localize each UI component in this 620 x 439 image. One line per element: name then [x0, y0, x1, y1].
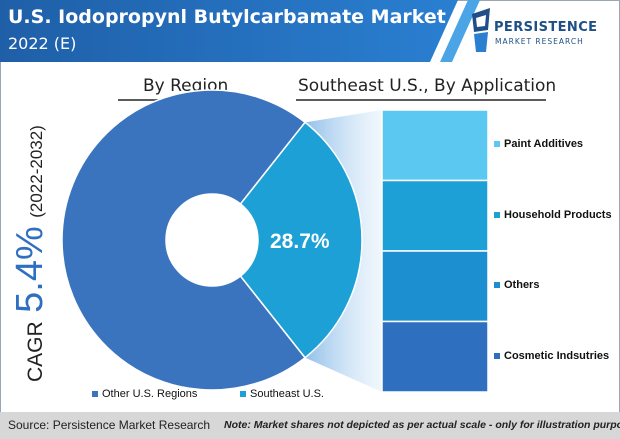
legend-swatch	[240, 391, 246, 397]
legend-label: Cosmetic Indsutries	[504, 349, 610, 362]
page-title: U.S. Iodopropynl Butylcarbamate Market	[8, 6, 446, 28]
application-chart-title: Southeast U.S., By Application	[298, 76, 557, 96]
logo-mark-icon	[472, 8, 490, 52]
region-legend-item: Southeast U.S.	[240, 388, 324, 400]
application-legend-item: Cosmetic Indsutries	[494, 350, 609, 362]
bar-segment-paint-additives	[381, 109, 489, 182]
legend-swatch	[494, 211, 500, 218]
cagr-prefix: CAGR	[24, 321, 47, 382]
cagr-callout: CAGR 5.4% (2022-2032)	[9, 125, 51, 382]
legend-label: Others	[504, 279, 540, 292]
slice-other-us-regions	[61, 89, 307, 391]
disclaimer-note: Note: Market shares not depicted as per …	[224, 419, 620, 431]
slice-southeast-us	[239, 121, 363, 359]
bar-segment-household-products	[381, 179, 489, 252]
bar-segment-others	[381, 250, 489, 323]
bar-segment-cosmetic-indsutries	[381, 320, 489, 393]
logo-name-line2: MARKET RESEARCH	[495, 37, 584, 46]
application-legend-item: Others	[494, 279, 539, 291]
southeast-share-label: 28.7%	[270, 230, 330, 253]
source-text: Source: Persistence Market Research	[8, 418, 211, 432]
legend-swatch	[92, 391, 98, 397]
legend-swatch	[494, 282, 500, 289]
footer-bar: Source: Persistence Market Research Note…	[0, 412, 620, 439]
header-banner	[0, 0, 480, 62]
page-subtitle-year: 2022 (E)	[8, 34, 77, 53]
application-legend-item: Paint Additives	[494, 138, 583, 150]
legend-label: Household Products	[504, 208, 612, 221]
legend-swatch	[494, 141, 500, 148]
application-legend-item: Household Products	[494, 209, 612, 221]
region-legend-item: Other U.S. Regions	[92, 388, 197, 400]
cagr-value: 5.4%	[9, 226, 51, 313]
logo-name-line1: PERSISTENCE	[494, 20, 598, 35]
application-title-underline	[296, 99, 546, 101]
legend-swatch	[494, 352, 500, 359]
legend-label: Southeast U.S.	[250, 388, 324, 400]
legend-label: Other U.S. Regions	[102, 388, 198, 400]
cagr-period: (2022-2032)	[27, 125, 46, 218]
legend-label: Paint Additives	[504, 138, 584, 151]
persistence-logo: PERSISTENCE MARKET RESEARCH	[468, 6, 616, 56]
svg-text:CAGR 5.4% (2022-2032): CAGR 5.4% (2022-2032)	[9, 125, 51, 382]
